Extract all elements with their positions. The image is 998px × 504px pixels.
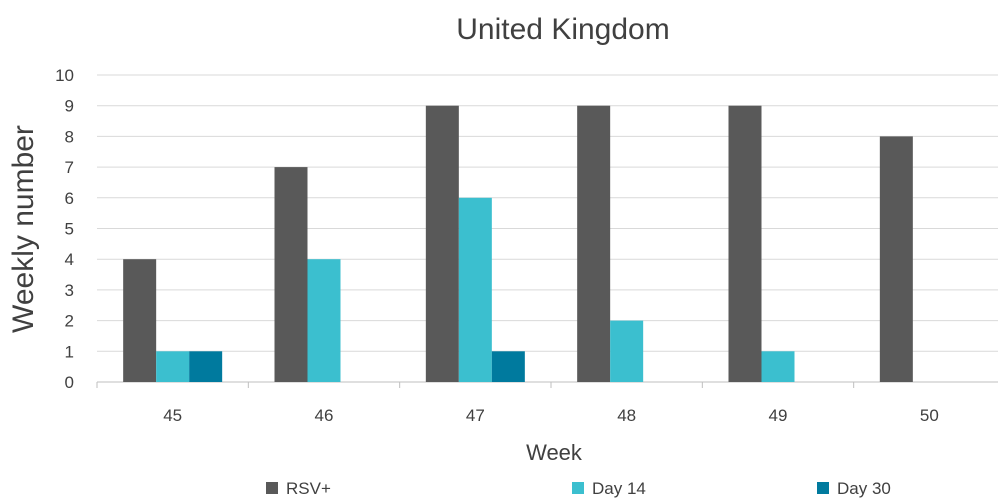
x-axis-title: Week: [526, 440, 583, 465]
bar-day-14-week-49: [761, 351, 795, 382]
y-tick-label: 5: [65, 220, 74, 239]
y-axis-title: Weekly number: [7, 125, 40, 333]
y-tick-label: 1: [65, 342, 74, 361]
y-tick-label: 0: [65, 373, 74, 392]
y-tick-labels: 0 1 2 3 4 5 6 7 8 9 10: [55, 66, 74, 392]
chart-title: United Kingdom: [456, 13, 669, 46]
legend-swatch: [817, 482, 829, 494]
y-tick-label: 7: [65, 158, 74, 177]
bar-day-14-week-45: [156, 351, 190, 382]
bar-rsv--week-46: [274, 167, 308, 382]
bars: [123, 105, 913, 382]
y-tick-label: 10: [55, 66, 74, 85]
bar-day-30-week-45: [189, 351, 223, 382]
bar-rsv--week-49: [728, 105, 762, 382]
x-tick-labels: 45 46 47 48 49 50: [163, 406, 939, 425]
bar-rsv--week-47: [425, 105, 459, 382]
x-tick-label: 50: [920, 406, 939, 425]
gridlines: [96, 74, 998, 388]
legend-label: RSV+: [286, 479, 331, 498]
x-tick-label: 46: [315, 406, 334, 425]
y-tick-label: 8: [65, 127, 74, 146]
bar-rsv--week-50: [879, 136, 913, 382]
legend-swatch: [572, 482, 584, 494]
x-tick-label: 49: [769, 406, 788, 425]
x-tick-label: 45: [163, 406, 182, 425]
x-tick-label: 47: [466, 406, 485, 425]
legend-swatch: [266, 482, 278, 494]
y-tick-label: 3: [65, 281, 74, 300]
y-tick-label: 2: [65, 312, 74, 331]
y-tick-label: 9: [65, 97, 74, 116]
bar-day-14-week-47: [458, 197, 492, 382]
x-tick-label: 48: [617, 406, 636, 425]
bar-day-30-week-47: [491, 351, 525, 382]
bar-day-14-week-48: [610, 320, 644, 382]
y-tick-label: 6: [65, 189, 74, 208]
bar-day-14-week-46: [307, 259, 341, 382]
legend: RSV+ Day 14 Day 30: [266, 479, 891, 498]
bar-rsv--week-48: [577, 105, 611, 382]
y-tick-label: 4: [65, 250, 74, 269]
legend-label: Day 14: [592, 479, 646, 498]
legend-label: Day 30: [837, 479, 891, 498]
bar-rsv--week-45: [123, 259, 157, 382]
